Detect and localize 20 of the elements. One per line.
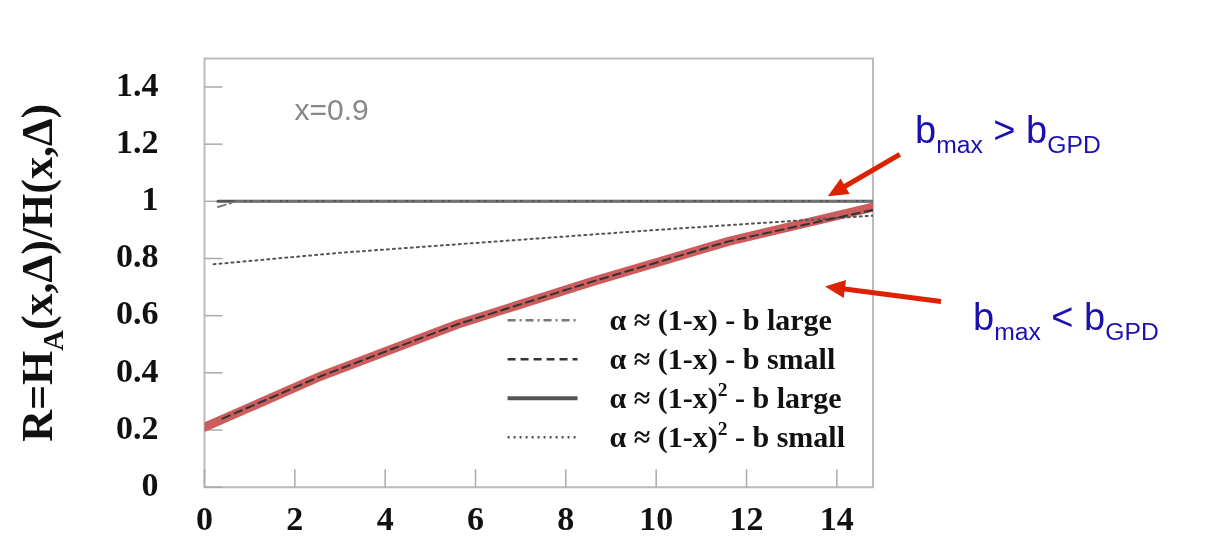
y-tick-label: 1: [141, 180, 159, 218]
legend-label: α ≈ (1-x) - b small: [609, 342, 836, 377]
y-tick-label: 0.2: [116, 408, 159, 446]
y-tick-label: 1.2: [116, 122, 159, 160]
x-tick-label: 10: [639, 500, 674, 538]
x-tick-label: 14: [819, 500, 854, 538]
x-tick-label: 8: [557, 500, 575, 538]
y-tick-label: 0: [141, 465, 159, 503]
x-tick-label: 12: [729, 500, 764, 538]
x-tick-label: 2: [286, 500, 304, 538]
annotation: x=0.9: [294, 93, 369, 127]
y-axis-title: R=HA(x,Δ)/H(x,Δ): [13, 103, 69, 442]
y-tick-label: 0.8: [116, 237, 159, 275]
x-tick-label: 4: [376, 500, 394, 538]
legend-label: α ≈ (1-x) - b large: [609, 303, 832, 338]
y-tick-label: 1.4: [116, 65, 159, 103]
x-tick-label: 6: [467, 500, 485, 538]
x-tick-label: 0: [196, 500, 213, 538]
y-tick-label: 0.4: [116, 351, 159, 389]
y-tick-label: 0.6: [116, 294, 159, 332]
